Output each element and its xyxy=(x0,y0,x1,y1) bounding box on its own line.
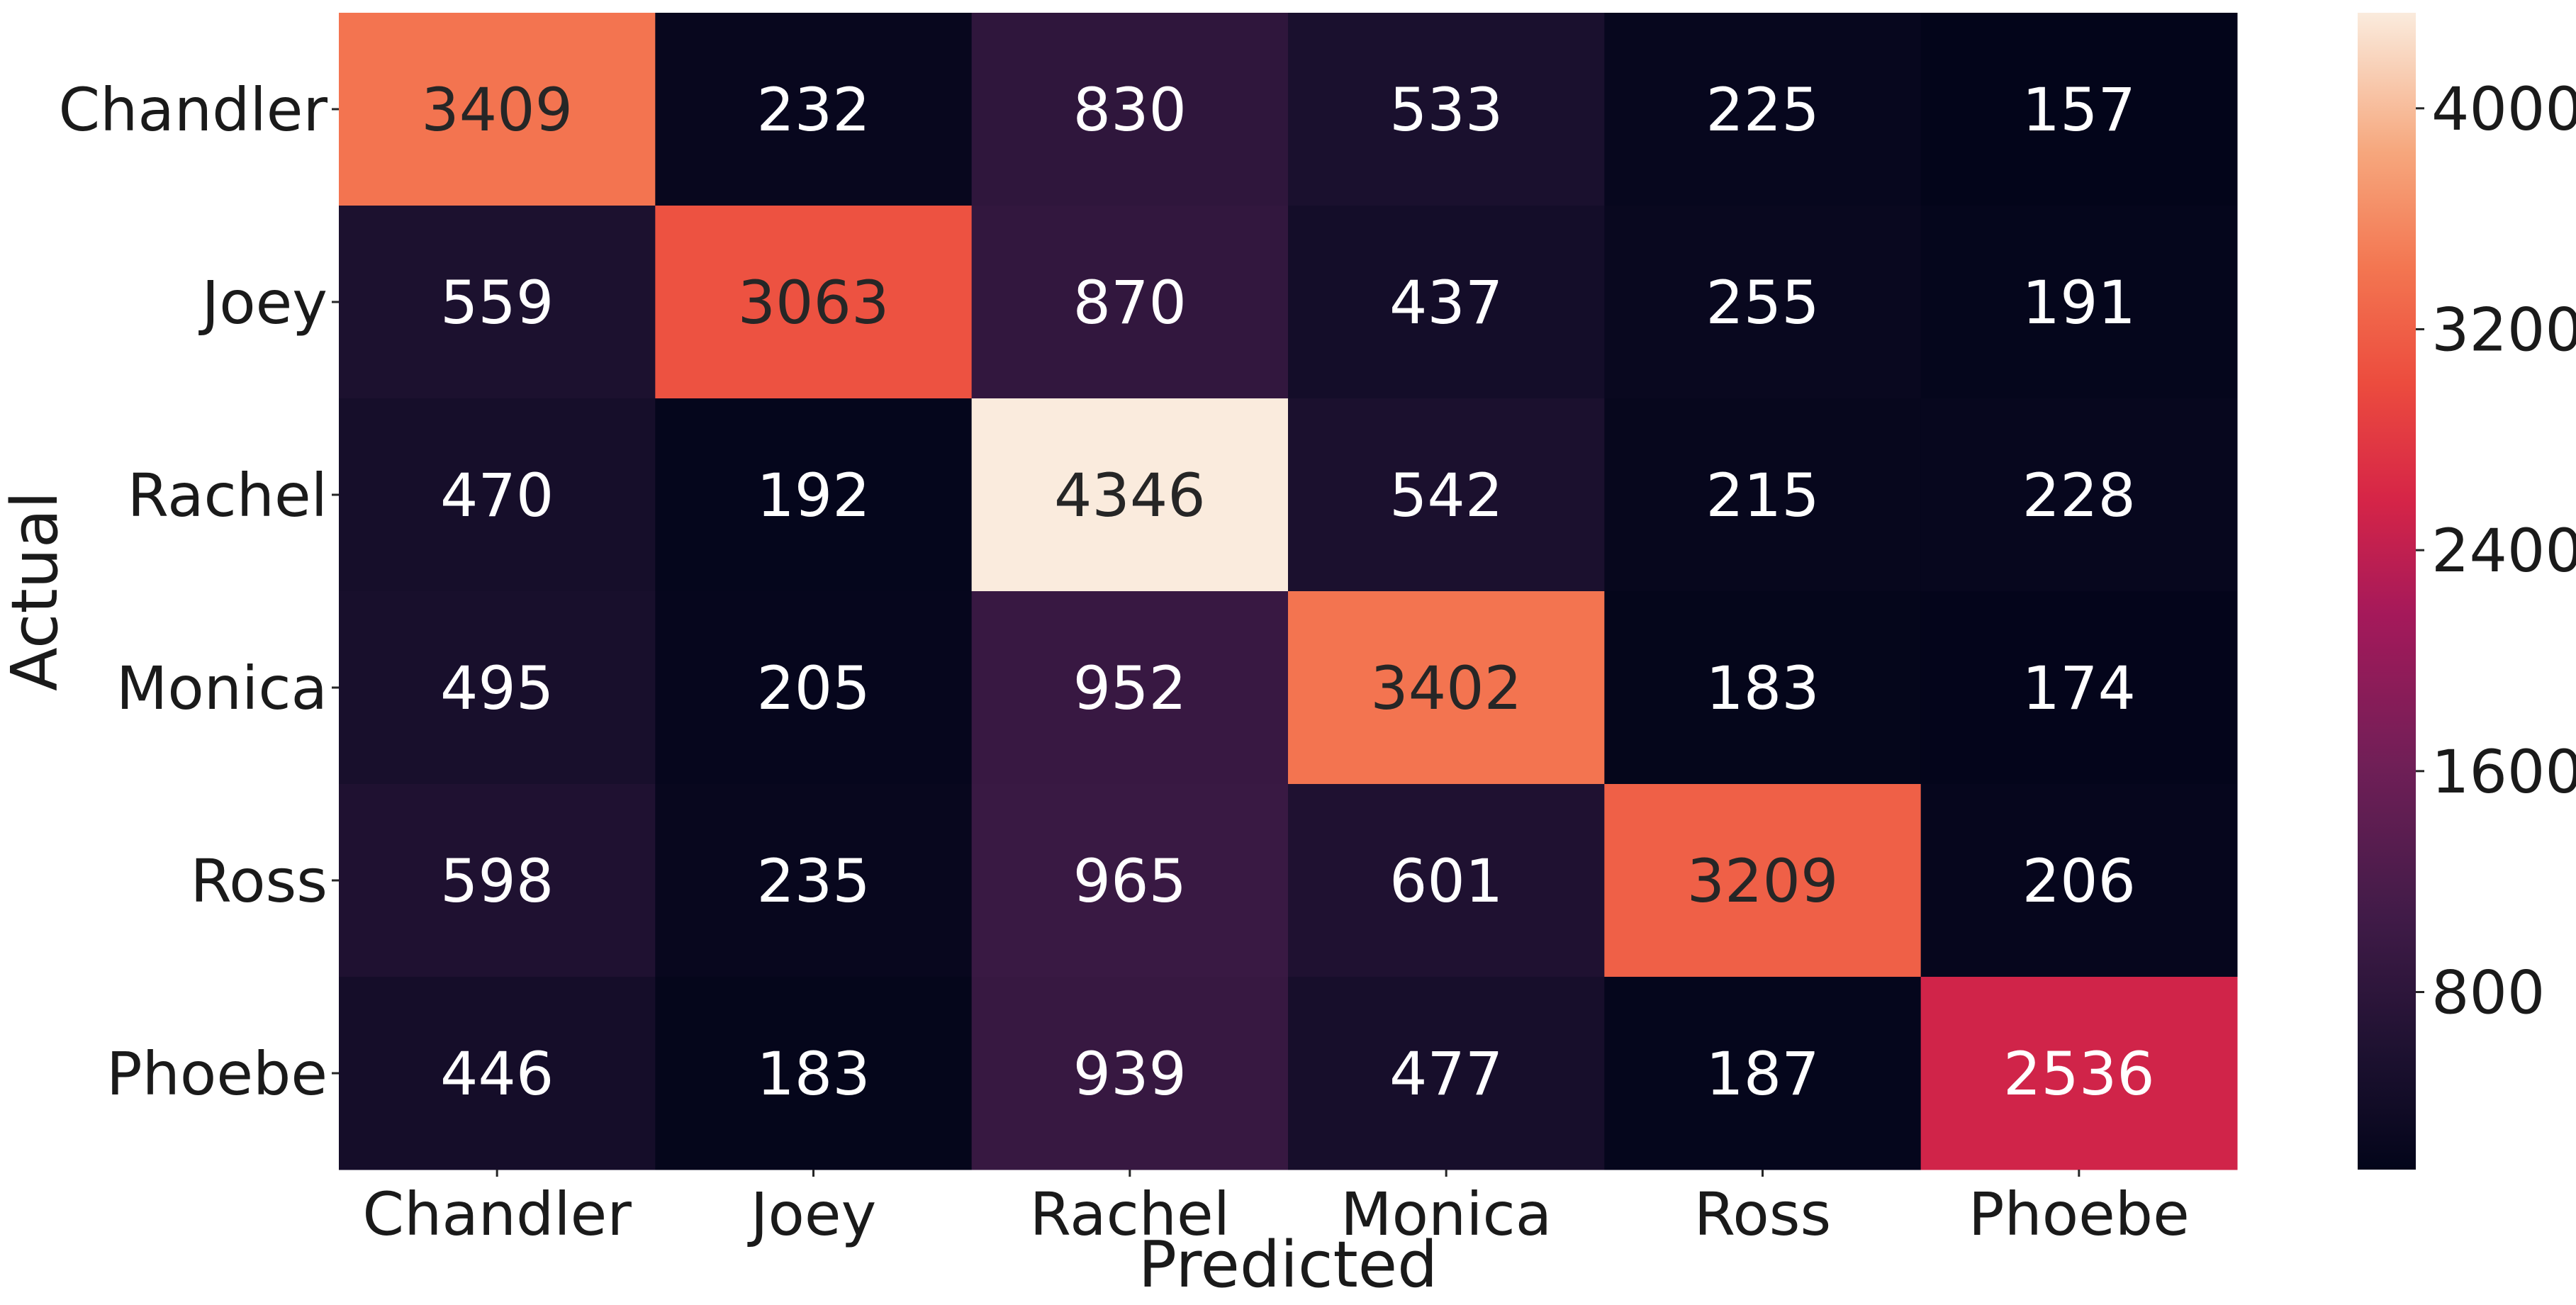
heatmap-cell xyxy=(655,784,973,978)
heatmap-cell-value: 542 xyxy=(1389,461,1503,530)
colorbar-tick-label: 2400 xyxy=(2431,516,2576,586)
heatmap-cell xyxy=(655,591,973,785)
heatmap-cell xyxy=(971,13,1289,206)
heatmap-cell-value: 225 xyxy=(1706,75,1819,145)
heatmap-cell xyxy=(655,13,973,206)
heatmap-cell-value: 870 xyxy=(1073,268,1187,337)
heatmap-cell xyxy=(339,13,656,206)
heatmap-cell-value: 192 xyxy=(756,461,870,530)
heatmap-cell xyxy=(1920,591,2238,785)
heatmap-cell-value: 830 xyxy=(1073,75,1187,145)
colorbar-tick-label: 1600 xyxy=(2431,737,2576,807)
heatmap-cell xyxy=(1604,977,1922,1170)
heatmap-cell xyxy=(339,206,656,399)
heatmap-cell xyxy=(1920,13,2238,206)
heatmap-cell-value: 228 xyxy=(2022,461,2136,530)
heatmap-cell xyxy=(1288,784,1605,978)
heatmap-cell-value: 3402 xyxy=(1370,654,1522,723)
heatmap-cell-value: 2536 xyxy=(2003,1039,2155,1109)
heatmap-cell-value: 4346 xyxy=(1054,461,1206,530)
x-axis-title: Predicted xyxy=(1138,1228,1438,1302)
y-tick-label: Rachel xyxy=(128,461,327,530)
heatmap-cell xyxy=(339,784,656,978)
heatmap-cell-value: 965 xyxy=(1073,846,1187,916)
x-tick-label: Phoebe xyxy=(1969,1180,2190,1249)
heatmap-cell-value: 446 xyxy=(440,1039,554,1109)
x-tick-label: Chandler xyxy=(362,1180,632,1249)
heatmap-cell-value: 183 xyxy=(756,1039,870,1109)
heatmap-cell xyxy=(971,591,1289,785)
heatmap-cell xyxy=(339,398,656,592)
x-tick-label: Rachel xyxy=(1030,1180,1230,1249)
heatmap-cell-value: 952 xyxy=(1073,654,1187,723)
colorbar-ticks: 800 1600 2400 3200 4000 xyxy=(2416,74,2576,1027)
heatmap-cell-value: 939 xyxy=(1073,1039,1187,1109)
heatmap-cell-value: 559 xyxy=(440,268,554,337)
heatmap-cell-value: 495 xyxy=(440,654,554,723)
y-tick-label: Joey xyxy=(198,268,327,337)
heatmap-cell-value: 477 xyxy=(1389,1039,1503,1109)
heatmap-cell-value: 598 xyxy=(440,846,554,916)
heatmap-cell xyxy=(1604,398,1922,592)
colorbar-tick-label: 3200 xyxy=(2431,295,2576,364)
colorbar-tick-label: 800 xyxy=(2431,958,2545,1027)
colorbar-tick-label: 4000 xyxy=(2431,74,2576,144)
heatmap-cell-value: 191 xyxy=(2022,268,2136,337)
y-tick-label: Chandler xyxy=(59,75,328,145)
heatmap-cell xyxy=(1604,13,1922,206)
x-axis-ticks: Chandler Joey Rachel Monica Ross Phoebe xyxy=(362,1170,2190,1249)
heatmap-cell-value: 470 xyxy=(440,461,554,530)
x-tick-label: Joey xyxy=(747,1180,877,1249)
x-tick-label: Monica xyxy=(1340,1180,1552,1249)
y-tick-label: Monica xyxy=(116,654,327,723)
heatmap-cell-value: 601 xyxy=(1389,846,1503,916)
heatmap-cell-value: 232 xyxy=(756,75,870,145)
heatmap-cell-value: 205 xyxy=(756,654,870,723)
heatmap-cell-value: 255 xyxy=(1706,268,1819,337)
heatmap-cell-value: 3063 xyxy=(738,268,890,337)
heatmap-cell-value: 3209 xyxy=(1687,846,1839,916)
heatmap-cell xyxy=(655,977,973,1170)
heatmap-cell xyxy=(655,206,973,399)
heatmap-cell-value: 157 xyxy=(2022,75,2136,145)
y-axis-ticks: Chandler Joey Rachel Monica Ross Phoebe xyxy=(59,75,339,1109)
heatmap-cell xyxy=(1604,206,1922,399)
heatmap-cell xyxy=(1920,398,2238,592)
y-tick-label: Ross xyxy=(190,846,327,916)
heatmap-cell-value: 533 xyxy=(1389,75,1503,145)
heatmap-cell xyxy=(339,591,656,785)
heatmap-cell xyxy=(1288,977,1605,1170)
heatmap-cell-value: 183 xyxy=(1706,654,1819,723)
heatmap-cell xyxy=(339,977,656,1170)
x-tick-label: Ross xyxy=(1694,1180,1832,1249)
heatmap-cell xyxy=(1288,206,1605,399)
heatmap-cell xyxy=(971,206,1289,399)
heatmap-cell xyxy=(655,398,973,592)
heatmap-cell xyxy=(1604,784,1922,978)
y-axis-title: Actual xyxy=(0,491,72,691)
heatmap-cells xyxy=(339,13,2238,1170)
heatmap-cell xyxy=(1920,977,2238,1170)
heatmap-cell xyxy=(1604,591,1922,785)
heatmap-cell xyxy=(1920,206,2238,399)
heatmap-cell-value: 215 xyxy=(1706,461,1819,530)
heatmap-cell-value: 235 xyxy=(756,846,870,916)
heatmap-cell-value: 206 xyxy=(2022,846,2136,916)
heatmap-cell xyxy=(971,977,1289,1170)
heatmap-cell-value: 3409 xyxy=(421,75,573,145)
heatmap-cell xyxy=(971,784,1289,978)
heatmap-cell-labels: 3409 232 830 533 225 157 559 3063 870 437 255 191 47… xyxy=(421,75,2154,1109)
heatmap-cell xyxy=(1920,784,2238,978)
heatmap-cell xyxy=(1288,398,1605,592)
heatmap-cell xyxy=(1288,13,1605,206)
heatmap-cell xyxy=(1288,591,1605,785)
y-tick-label: Phoebe xyxy=(106,1039,327,1109)
heatmap-cell-value: 437 xyxy=(1389,268,1503,337)
heatmap-cell-value: 187 xyxy=(1706,1039,1819,1109)
heatmap-cell-value: 174 xyxy=(2022,654,2136,723)
heatmap-cell xyxy=(971,398,1289,592)
colorbar xyxy=(2358,13,2416,1170)
